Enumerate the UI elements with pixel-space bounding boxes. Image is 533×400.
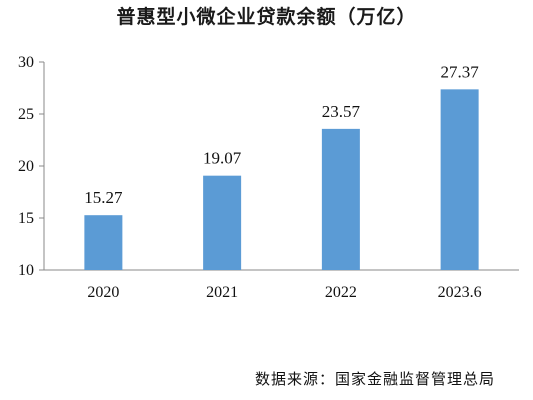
y-tick-label: 20 — [18, 158, 34, 175]
x-tick-label: 2021 — [206, 284, 238, 301]
bar — [440, 89, 479, 271]
data-label: 19.07 — [203, 149, 242, 168]
data-label: 23.57 — [322, 102, 361, 121]
data-label: 27.37 — [441, 62, 480, 81]
chart-title: 普惠型小微企业贷款余额（万亿） — [116, 6, 417, 28]
bars — [84, 89, 479, 271]
bar — [84, 215, 123, 270]
x-tick-label: 2022 — [325, 284, 357, 301]
y-ticks: 10 15 20 25 30 — [18, 54, 44, 279]
data-label: 15.27 — [84, 188, 123, 207]
source-note: 数据来源：国家金融监督管理总局 — [254, 370, 495, 388]
data-labels: 15.27 19.07 23.57 27.37 — [84, 62, 479, 207]
bar — [321, 128, 360, 270]
bar — [203, 175, 242, 270]
x-tick-label: 2020 — [87, 284, 119, 301]
x-tick-labels: 2020 2021 2022 2023.6 — [87, 284, 481, 301]
y-tick-label: 15 — [18, 210, 34, 227]
x-tick-label: 2023.6 — [438, 284, 482, 301]
y-tick-label: 25 — [18, 106, 34, 123]
y-tick-label: 30 — [18, 54, 34, 71]
y-tick-label: 10 — [18, 262, 34, 279]
